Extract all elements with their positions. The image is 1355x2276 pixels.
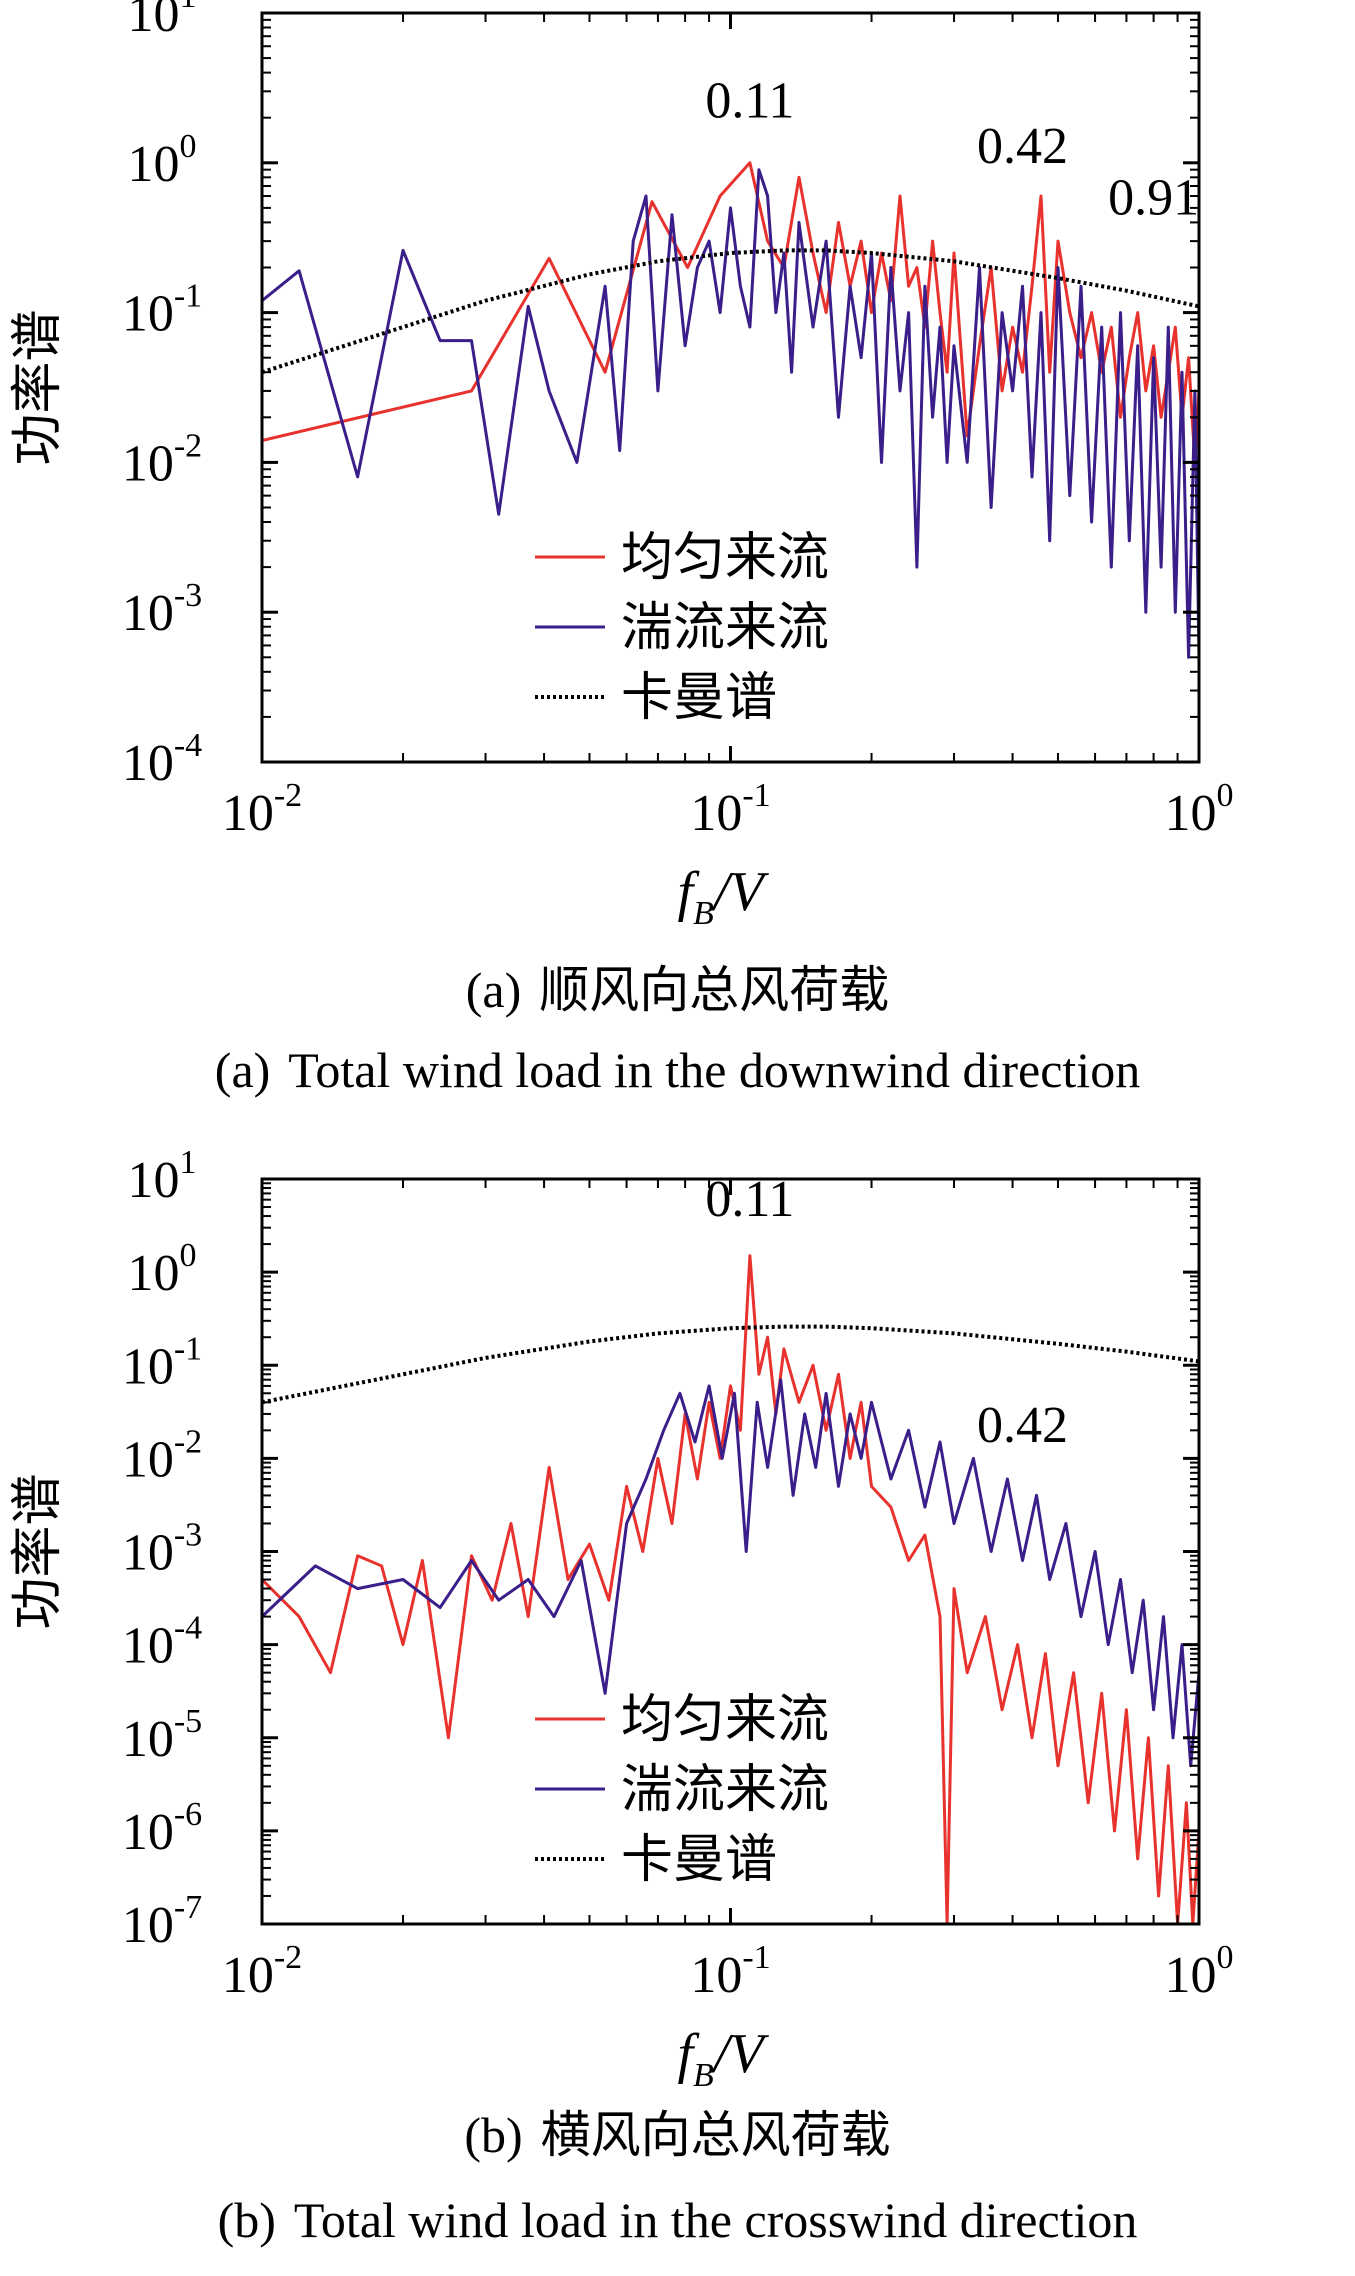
x-axis: 10-2 10-1 100 xyxy=(222,13,1234,842)
y-tick-label: 100 xyxy=(128,128,197,193)
caption-a-en-label: (a) xyxy=(214,1042,271,1098)
y-axis-label: 功率谱 xyxy=(10,309,67,465)
y-tick-label: 10-3 xyxy=(122,577,202,642)
x-tick-label: 10-2 xyxy=(222,777,302,842)
y-tick-label: 10-2 xyxy=(122,1423,202,1488)
chart-a: 10-2 10-1 100 10-4 10-3 10-2 10-1 100 101 fB/V 功率谱… xyxy=(10,0,1234,932)
peak-annotation: 0.42 xyxy=(977,118,1068,175)
legend-label: 均匀来流 xyxy=(621,1692,829,1749)
legend-label: 湍流来流 xyxy=(621,600,829,657)
series-line-a-2 xyxy=(262,248,1199,375)
legend-label: 湍流来流 xyxy=(621,1762,829,1819)
y-tick-label: 101 xyxy=(128,0,197,43)
x-axis-label: fB/V xyxy=(677,861,769,932)
caption-a-en: (a) Total wind load in the downwind direc… xyxy=(0,1040,1355,1100)
y-tick-label: 10-2 xyxy=(122,427,202,492)
caption-a-cn-label: (a) xyxy=(465,962,522,1018)
peak-annotation: 0.11 xyxy=(705,1171,794,1228)
series-group xyxy=(262,161,1199,659)
caption-a-cn: (a) 顺风向总风荷载 xyxy=(0,960,1355,1020)
caption-a-cn-text: 顺风向总风荷载 xyxy=(539,962,890,1018)
series-group xyxy=(262,1254,1199,1924)
series-line-b-2 xyxy=(262,1324,1199,1405)
series-line-a-1 xyxy=(262,168,1199,659)
caption-b-cn-text: 横风向总风荷载 xyxy=(540,2107,891,2163)
caption-b-en-label: (b) xyxy=(217,2192,276,2248)
y-tick-label: 10-1 xyxy=(122,1330,202,1395)
y-tick-label: 10-3 xyxy=(122,1517,202,1582)
legend-label: 均匀来流 xyxy=(621,530,829,587)
legend-label: 卡曼谱 xyxy=(621,1832,777,1889)
x-axis-label: fB/V xyxy=(677,2023,769,2094)
panel-a: 10-2 10-1 100 10-4 10-3 10-2 10-1 100 101 fB/V 功率谱… xyxy=(0,0,1355,1100)
peak-annotation: 0.11 xyxy=(705,73,794,130)
y-tick-label: 10-4 xyxy=(122,727,202,792)
x-tick-label: 10-1 xyxy=(690,777,770,842)
caption-a-en-text: Total wind load in the downwind directio… xyxy=(288,1042,1141,1098)
x-tick-label: 100 xyxy=(1165,777,1234,842)
caption-b-cn: (b) 横风向总风荷载 xyxy=(0,2105,1355,2165)
y-tick-label: 10-6 xyxy=(122,1796,202,1861)
y-tick-label: 10-7 xyxy=(122,1889,202,1954)
series-line-b-0 xyxy=(262,1254,1199,1924)
y-tick-label: 101 xyxy=(128,1144,197,1209)
chart-b: 10-2 10-1 10010-710-610-510-410-310-210-11… xyxy=(10,1144,1234,2094)
x-axis: 10-2 10-1 100 xyxy=(222,1179,1234,2004)
x-tick-label: 10-2 xyxy=(222,1939,302,2004)
y-axis-label: 功率谱 xyxy=(10,1473,67,1629)
caption-b-cn-label: (b) xyxy=(464,2107,523,2163)
peak-annotation: 0.91 xyxy=(1108,170,1199,227)
x-tick-label: 10-1 xyxy=(690,1939,770,2004)
legend-label: 卡曼谱 xyxy=(621,670,777,727)
y-tick-label: 10-1 xyxy=(122,278,202,343)
y-axis: 10-4 10-3 10-2 10-1 100 101 xyxy=(122,0,1199,792)
peak-annotation: 0.42 xyxy=(977,1397,1068,1454)
series-line-b-1 xyxy=(262,1378,1199,1768)
y-tick-label: 10-5 xyxy=(122,1703,202,1768)
y-axis: 10-7 10-6 10-5 10-4 10-3 10-2 10-1 100 101 xyxy=(122,1144,1199,1954)
caption-b-en-text: Total wind load in the crosswind directi… xyxy=(293,2192,1138,2248)
y-tick-label: 10-4 xyxy=(122,1610,202,1675)
y-tick-label: 100 xyxy=(128,1237,197,1302)
panel-b: 10-2 10-1 100 10-7 10-6 10-5 10-4 10-3 10-2 10-1 1… xyxy=(0,1140,1355,2276)
caption-b-en: (b) Total wind load in the crosswind dire… xyxy=(0,2190,1355,2250)
x-tick-label: 100 xyxy=(1165,1939,1234,2004)
